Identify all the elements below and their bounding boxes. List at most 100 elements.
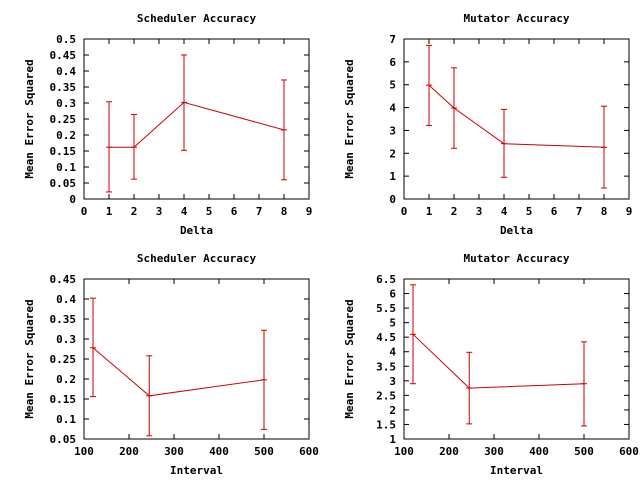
chart-3-y-tick-label: 0.35	[50, 313, 77, 326]
chart-4-x-tick-label: 100	[394, 445, 414, 458]
chart-4-x-tick-label: 600	[619, 445, 639, 458]
chart-1-x-tick-label: 2	[131, 205, 138, 218]
chart-4-y-tick-label: 6.5	[376, 273, 396, 286]
chart-3-x-tick-label: 200	[119, 445, 139, 458]
chart-1-x-tick-label: 3	[156, 205, 163, 218]
chart-3-y-tick-label: 0.25	[50, 353, 77, 366]
chart-4-y-tick-label: 3	[389, 375, 396, 388]
chart-4-x-tick-label: 300	[484, 445, 504, 458]
chart-4-y-tick-label: 5	[389, 317, 396, 330]
chart-3-error-bar	[146, 355, 153, 437]
chart-4-y-tick-label: 4.5	[376, 331, 396, 344]
chart-1-x-tick-label: 6	[231, 205, 238, 218]
chart-1-x-tick-label: 1	[106, 205, 113, 218]
chart-3-title: Scheduler Accuracy	[137, 252, 257, 265]
chart-1-error-bar	[281, 79, 287, 181]
chart-1-error-bar	[106, 101, 112, 193]
chart-2-y-tick-label: 0	[389, 193, 396, 206]
chart-1-y-tick-label: 0.1	[56, 161, 76, 174]
chart-1-y-axis-label: Mean Error Squared	[23, 59, 36, 178]
chart-1-plot-frame	[83, 38, 310, 200]
chart-1-y-tick-label: 0.3	[56, 97, 76, 110]
chart-2-error-bar	[451, 67, 457, 149]
chart-3-y-tick-label: 0.3	[56, 333, 76, 346]
chart-2-y-tick-label: 7	[389, 33, 396, 46]
chart-2-x-tick-label: 6	[551, 205, 558, 218]
chart-2-y-axis-label: Mean Error Squared	[343, 59, 356, 178]
chart-1-error-bar	[181, 54, 187, 151]
chart-1-x-tick-label: 9	[306, 205, 313, 218]
chart-1-y-tick-label: 0.4	[56, 65, 76, 78]
chart-4-y-tick-label: 4	[389, 346, 396, 359]
chart-3-x-tick-label: 600	[299, 445, 319, 458]
chart-3: Scheduler Accuracy Interval Mean Error Squ…	[23, 252, 319, 477]
chart-2: Mutator Accuracy Delta Mean Error Squared 0…	[343, 12, 632, 237]
chart-1-y-tick-label: 0.45	[50, 49, 77, 62]
chart-2-plot-frame	[403, 38, 630, 200]
chart-1-x-axis-label: Delta	[180, 224, 213, 237]
chart-4-x-tick-label: 500	[574, 445, 594, 458]
chart-2-x-tick-label: 9	[626, 205, 633, 218]
chart-3-x-axis-label: Interval	[170, 464, 223, 477]
chart-4-x-tick-label: 200	[439, 445, 459, 458]
chart-3-y-tick-label: 0.1	[56, 413, 76, 426]
chart-2-series-line	[428, 84, 605, 148]
chart-2-x-axis-label: Delta	[500, 224, 533, 237]
chart-2-x-tick-label: 5	[526, 205, 533, 218]
chart-1-y-tick-label: 0.25	[50, 113, 77, 126]
chart-1-x-tick-label: 5	[206, 205, 213, 218]
chart-2-y-tick-label: 3	[389, 124, 396, 137]
chart-1-y-tick-label: 0.35	[50, 81, 77, 94]
chart-3-x-tick-label: 100	[74, 445, 94, 458]
chart-4-y-tick-label: 6	[389, 288, 396, 301]
chart-1-x-tick-label: 0	[81, 205, 88, 218]
chart-4-error-bar	[410, 284, 416, 385]
chart-3-error-bar	[90, 297, 96, 398]
chart-2-error-bar	[426, 44, 432, 126]
chart-3-y-tick-label: 0.45	[50, 273, 77, 286]
chart-4-y-axis-label: Mean Error Squared	[343, 299, 356, 418]
chart-2-x-tick-label: 1	[426, 205, 433, 218]
chart-2-error-bar	[601, 105, 607, 189]
chart-3-y-tick-label: 0.05	[50, 433, 77, 446]
chart-3-y-axis-label: Mean Error Squared	[23, 299, 36, 418]
chart-4-error-bar	[581, 341, 587, 427]
chart-2-x-tick-label: 8	[601, 205, 608, 218]
chart-1-title: Scheduler Accuracy	[137, 12, 257, 25]
chart-1-error-bar	[131, 114, 137, 180]
chart-4-y-tick-label: 2	[389, 404, 396, 417]
chart-1-x-tick-label: 7	[256, 205, 263, 218]
chart-3-y-tick-label: 0.4	[56, 293, 76, 306]
chart-3-x-tick-label: 400	[209, 445, 229, 458]
chart-1-y-tick-label: 0	[69, 193, 76, 206]
chart-2-y-tick-label: 5	[389, 79, 396, 92]
chart-3-series-line	[92, 347, 265, 397]
chart-4-x-tick-label: 400	[529, 445, 549, 458]
chart-2-x-tick-label: 4	[501, 205, 508, 218]
chart-1-y-tick-label: 0.05	[50, 177, 77, 190]
chart-3-error-bar	[261, 329, 267, 430]
chart-4-y-tick-label: 2.5	[376, 389, 396, 402]
chart-2-error-bar	[501, 108, 507, 178]
chart-2-y-tick-label: 2	[389, 147, 396, 160]
chart-4-y-tick-label: 1	[389, 433, 396, 446]
chart-2-x-tick-label: 7	[576, 205, 583, 218]
chart-4-y-tick-label: 3.5	[376, 360, 396, 373]
chart-4: Mutator Accuracy Interval Mean Error Squar…	[343, 252, 639, 477]
chart-4-y-tick-label: 5.5	[376, 302, 396, 315]
chart-3-y-tick-label: 0.15	[50, 393, 77, 406]
chart-4-error-bar	[466, 351, 473, 425]
chart-2-x-tick-label: 2	[451, 205, 458, 218]
chart-3-y-tick-label: 0.2	[56, 373, 76, 386]
chart-2-y-tick-label: 4	[389, 102, 396, 115]
chart-3-x-tick-label: 300	[164, 445, 184, 458]
chart-4-series-line	[412, 333, 585, 389]
chart-2-x-tick-label: 0	[401, 205, 408, 218]
chart-4-y-tick-label: 1.5	[376, 418, 396, 431]
chart-2-title: Mutator Accuracy	[464, 12, 570, 25]
chart-3-x-tick-label: 500	[254, 445, 274, 458]
chart-2-y-tick-label: 6	[389, 56, 396, 69]
chart-3-plot-frame	[83, 278, 310, 440]
chart-4-title: Mutator Accuracy	[464, 252, 570, 265]
